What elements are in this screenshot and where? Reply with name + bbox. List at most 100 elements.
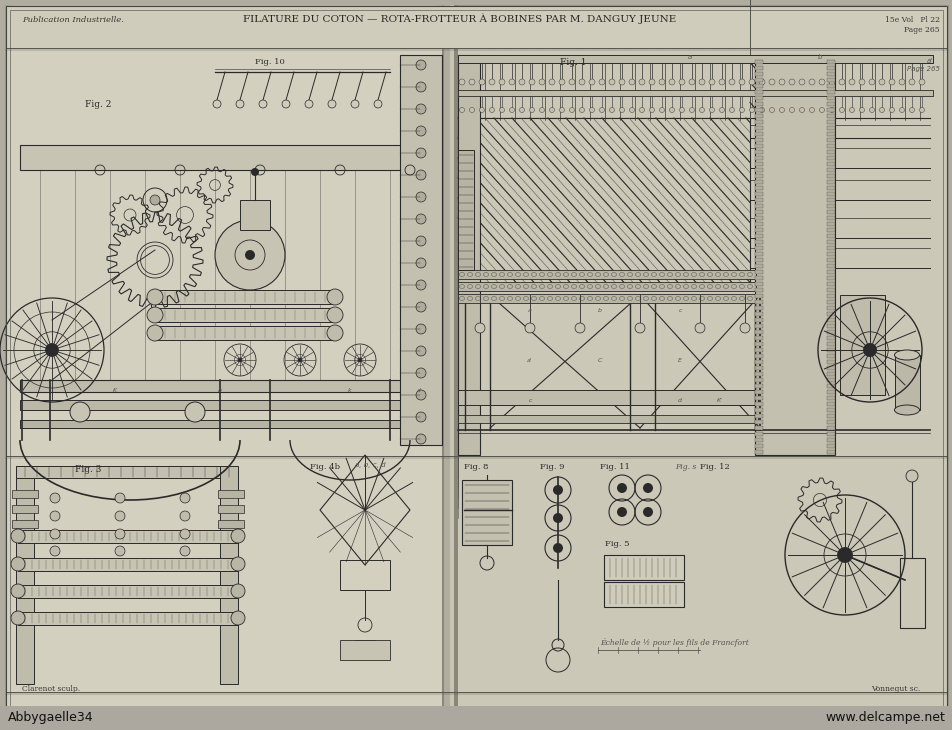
Text: Fig. 3: Fig. 3: [75, 465, 101, 474]
Bar: [458, 118, 749, 290]
Bar: [0, 706, 952, 730]
Bar: [26, 5, 424, 22]
Bar: [20, 380, 434, 392]
Circle shape: [416, 324, 426, 334]
Circle shape: [768, 107, 774, 112]
Bar: [218, 490, 244, 498]
Bar: [826, 186, 834, 190]
Bar: [458, 282, 755, 291]
Circle shape: [848, 107, 854, 112]
Bar: [240, 200, 269, 230]
Bar: [826, 162, 834, 166]
Bar: [754, 204, 763, 208]
Circle shape: [634, 323, 645, 333]
Bar: [894, 355, 919, 410]
Bar: [826, 252, 834, 256]
Bar: [826, 306, 834, 310]
Bar: [754, 342, 763, 346]
Text: a, b, c, d: a, b, c, d: [355, 462, 386, 468]
Bar: [458, 55, 480, 455]
Circle shape: [799, 107, 803, 112]
Circle shape: [499, 107, 504, 112]
Bar: [11, 5, 439, 12]
Bar: [826, 168, 834, 172]
Circle shape: [552, 485, 563, 495]
Bar: [826, 324, 834, 328]
Text: a: a: [527, 307, 531, 312]
Bar: [754, 84, 763, 88]
Circle shape: [416, 434, 426, 444]
Circle shape: [588, 79, 594, 85]
Bar: [754, 330, 763, 334]
Circle shape: [919, 107, 923, 112]
Bar: [826, 228, 834, 232]
Circle shape: [50, 493, 60, 503]
Circle shape: [708, 107, 714, 112]
Circle shape: [648, 79, 654, 85]
Bar: [754, 258, 763, 262]
Circle shape: [643, 483, 652, 493]
Circle shape: [50, 546, 60, 556]
Text: Fig. 2: Fig. 2: [85, 100, 111, 109]
Circle shape: [50, 529, 60, 539]
Circle shape: [358, 358, 362, 362]
Circle shape: [888, 79, 894, 85]
Circle shape: [230, 557, 245, 571]
Text: a': a': [417, 388, 423, 393]
Bar: [826, 294, 834, 298]
Circle shape: [568, 79, 574, 85]
Bar: [754, 318, 763, 322]
Bar: [754, 210, 763, 214]
Bar: [754, 372, 763, 376]
Bar: [754, 396, 763, 400]
Bar: [826, 108, 834, 112]
Text: a': a': [526, 358, 532, 363]
Text: K': K': [716, 398, 723, 402]
Circle shape: [539, 107, 544, 112]
Bar: [826, 384, 834, 388]
Circle shape: [525, 323, 534, 333]
Text: b: b: [817, 54, 822, 60]
Bar: [754, 216, 763, 220]
Circle shape: [529, 107, 534, 112]
Bar: [826, 60, 834, 64]
Circle shape: [739, 323, 749, 333]
Circle shape: [416, 412, 426, 422]
Bar: [454, 5, 947, 715]
Circle shape: [668, 79, 674, 85]
Bar: [5, 5, 445, 8]
Bar: [826, 78, 834, 82]
Circle shape: [788, 107, 794, 112]
Bar: [826, 414, 834, 418]
Circle shape: [628, 79, 634, 85]
Bar: [754, 252, 763, 256]
Circle shape: [416, 390, 426, 400]
Circle shape: [818, 79, 824, 85]
Circle shape: [489, 107, 494, 112]
Bar: [754, 72, 763, 76]
Bar: [458, 150, 473, 270]
Bar: [826, 90, 834, 94]
Bar: [754, 438, 763, 442]
Bar: [754, 174, 763, 178]
Bar: [155, 326, 335, 340]
Bar: [826, 282, 834, 286]
Circle shape: [908, 79, 914, 85]
Circle shape: [519, 79, 525, 85]
Circle shape: [838, 79, 844, 85]
Circle shape: [416, 82, 426, 92]
Bar: [754, 360, 763, 364]
Circle shape: [728, 107, 734, 112]
Bar: [220, 466, 238, 684]
Circle shape: [837, 548, 851, 562]
Bar: [754, 198, 763, 202]
Circle shape: [739, 107, 744, 112]
Bar: [826, 240, 834, 244]
Circle shape: [282, 100, 289, 108]
Circle shape: [639, 79, 645, 85]
Bar: [754, 294, 763, 298]
Text: Fig. 8: Fig. 8: [464, 463, 488, 471]
Circle shape: [298, 358, 302, 362]
Bar: [754, 234, 763, 238]
Circle shape: [579, 79, 585, 85]
